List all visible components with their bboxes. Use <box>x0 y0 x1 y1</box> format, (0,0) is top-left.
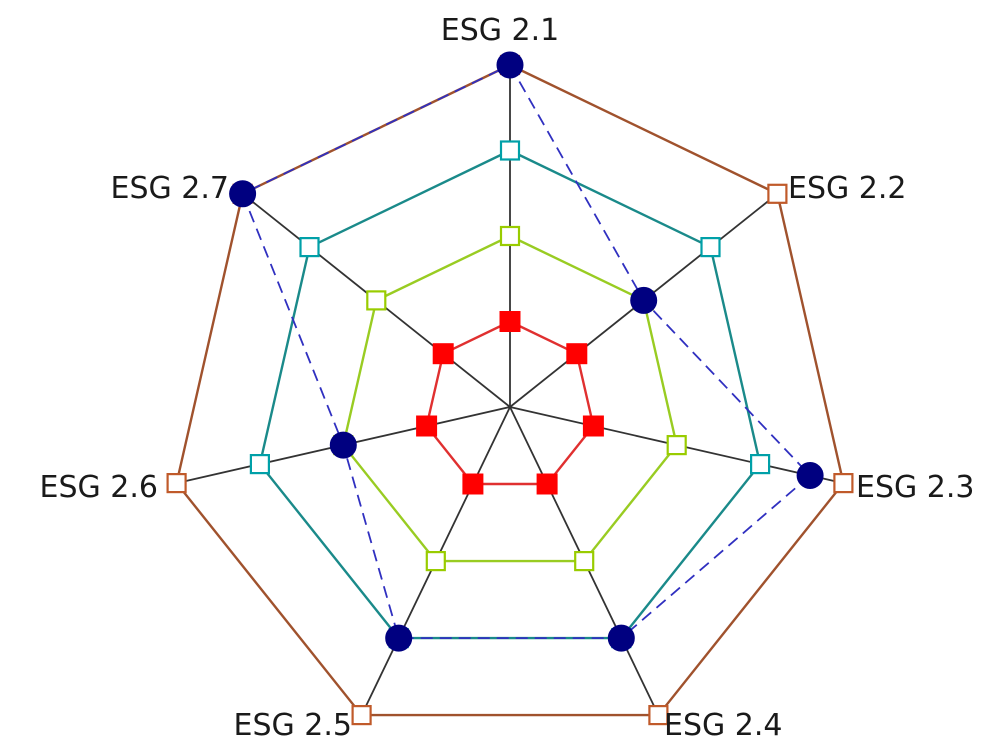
series-3-line <box>258 149 762 640</box>
series-1-line <box>425 320 595 486</box>
series-2-point-5 <box>425 550 446 572</box>
series-4-point-5 <box>351 704 372 726</box>
series-1-point-6 <box>416 415 438 437</box>
axis-label-2: ESG 2.2 <box>788 171 907 206</box>
series-4-point-6 <box>166 473 187 494</box>
series-lines <box>175 63 845 717</box>
series-1-point-1 <box>499 311 521 332</box>
series-5-point-6 <box>329 431 357 459</box>
series-3-point-1 <box>499 140 521 161</box>
axis-label-5: ESG 2.5 <box>234 708 353 741</box>
series-1-point-2 <box>566 343 588 365</box>
series-3-point-7 <box>299 237 320 258</box>
series-2-point-4 <box>574 550 595 572</box>
series-2-line <box>342 234 678 563</box>
series-4-line <box>175 63 845 717</box>
series-5-point-1 <box>496 51 524 79</box>
axis-label-6: ESG 2.6 <box>40 470 159 505</box>
series-3-point-2 <box>700 237 721 258</box>
series-5-point-3 <box>796 462 824 489</box>
series-2-point-3 <box>666 435 687 456</box>
axis-label-1: ESG 2.1 <box>441 13 560 48</box>
series-4-point-2 <box>767 183 788 204</box>
series-5-point-2 <box>630 286 658 314</box>
series-1-point-5 <box>462 473 484 495</box>
axis-label-7: ESG 2.7 <box>111 171 230 206</box>
series-2-point-1 <box>499 225 521 247</box>
series-2-point-7 <box>366 290 387 311</box>
series-5-point-5 <box>385 624 413 652</box>
axis-label-4: ESG 2.4 <box>664 708 783 741</box>
series-4-point-4 <box>648 704 669 726</box>
series-1-point-7 <box>432 343 454 365</box>
series-1-point-4 <box>536 473 558 495</box>
axis-labels: ESG 2.1 ESG 2.2 ESG 2.3 ESG 2.4 ESG 2.5 ESG 2… <box>40 13 975 741</box>
series-1-point-3 <box>582 415 604 437</box>
series-markers <box>166 51 854 726</box>
axis-label-3: ESG 2.3 <box>856 470 975 505</box>
series-4-point-3 <box>833 473 854 494</box>
series-5-point-4 <box>607 624 635 652</box>
series-3-point-3 <box>749 454 771 475</box>
series-5-point-7 <box>229 180 257 208</box>
series-5-line <box>241 63 812 639</box>
series-3-point-6 <box>249 454 270 475</box>
